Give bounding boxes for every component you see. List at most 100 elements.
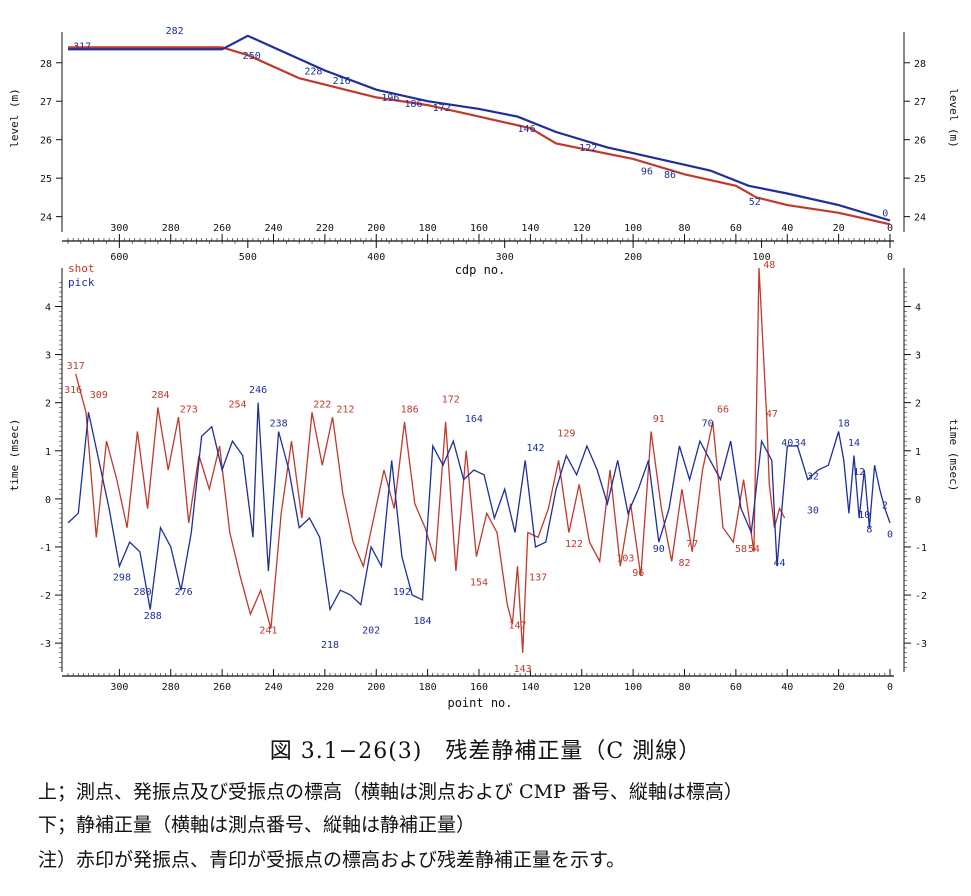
series-shot-line bbox=[75, 267, 786, 653]
point-tick-label: 40 bbox=[781, 223, 793, 234]
static-point-label: 288 bbox=[144, 611, 162, 622]
elevation-point-label: 186 bbox=[405, 99, 423, 110]
time-y-axis-label-right: time (msec) bbox=[947, 419, 960, 492]
static-point-label: 30 bbox=[807, 505, 819, 516]
time-y-tick-label-right: 1 bbox=[915, 447, 921, 458]
time-y-tick-label-right: -2 bbox=[915, 591, 927, 602]
time-y-tick-label-right: 2 bbox=[915, 399, 921, 410]
static-point-label: 143 bbox=[514, 664, 532, 675]
point-tick-label: 0 bbox=[887, 223, 893, 234]
time-y-tick-label: -3 bbox=[39, 639, 51, 650]
cdp-tick-label: 400 bbox=[367, 252, 385, 263]
point-tick-label: 140 bbox=[521, 223, 539, 234]
point-axis-tick-label: 220 bbox=[316, 682, 334, 693]
point-tick-label: 240 bbox=[264, 223, 282, 234]
static-point-label: 14 bbox=[848, 438, 860, 449]
series-pick-line bbox=[67, 402, 891, 612]
static-point-label: 34 bbox=[794, 438, 806, 449]
static-point-label: 0 bbox=[887, 529, 893, 540]
static-point-label: 54 bbox=[748, 544, 760, 555]
static-point-label: 96 bbox=[632, 568, 644, 579]
static-point-label: 58 bbox=[735, 544, 747, 555]
caption-note-upper: 上；測点、発振点及び受振点の標高（横軸は測点および CMP 番号、縦軸は標高） bbox=[38, 781, 743, 803]
time-y-tick-label: -2 bbox=[39, 591, 51, 602]
point-axis-tick-label: 260 bbox=[213, 682, 231, 693]
figure-caption-title: 図 3.1−26(3) 残差静補正量（C 測線） bbox=[269, 739, 702, 764]
time-y-tick-label-right: 0 bbox=[915, 495, 921, 506]
elevation-y-tick-label-right: 27 bbox=[914, 97, 926, 108]
legend-shot: shot bbox=[68, 262, 95, 275]
elevation-point-label: 172 bbox=[433, 103, 451, 114]
static-point-label: 70 bbox=[702, 419, 714, 430]
point-axis-tick-label: 0 bbox=[887, 682, 893, 693]
cdp-tick-label: 0 bbox=[887, 252, 893, 263]
static-point-label: 218 bbox=[321, 640, 339, 651]
static-point-label: 186 bbox=[401, 404, 419, 415]
static-point-label: 91 bbox=[653, 414, 665, 425]
time-y-tick-label: -1 bbox=[39, 543, 51, 554]
point-tick-label: 60 bbox=[730, 223, 742, 234]
cdp-tick-label: 600 bbox=[110, 252, 128, 263]
elevation-y-tick-label-right: 25 bbox=[914, 174, 926, 185]
static-point-label: 66 bbox=[717, 404, 729, 415]
elevation-point-label: 146 bbox=[518, 124, 536, 135]
static-point-label: 44 bbox=[774, 558, 786, 569]
time-y-tick-label-right: -1 bbox=[915, 543, 927, 554]
static-point-label: 246 bbox=[249, 385, 267, 396]
time-y-axis-label-left: time (msec) bbox=[8, 419, 21, 492]
static-point-label: 280 bbox=[133, 587, 151, 598]
point-axis-tick-label: 180 bbox=[419, 682, 437, 693]
caption-note-lower: 下；静補正量（横軸は測点番号、縦軸は静補正量） bbox=[38, 814, 476, 836]
static-point-label: 316 bbox=[64, 385, 82, 396]
static-point-label: 276 bbox=[175, 587, 193, 598]
static-point-label: 47 bbox=[766, 409, 778, 420]
cdp-tick-label: 100 bbox=[753, 252, 771, 263]
point-tick-label: 300 bbox=[110, 223, 128, 234]
static-point-label: 202 bbox=[362, 626, 380, 637]
elevation-y-tick-label-right: 26 bbox=[914, 136, 926, 147]
static-point-label: 40 bbox=[781, 438, 793, 449]
point-tick-label: 280 bbox=[162, 223, 180, 234]
point-axis-tick-label: 280 bbox=[162, 682, 180, 693]
elevation-y-axis-label-left: level (m) bbox=[8, 88, 21, 148]
point-axis-tick-label: 40 bbox=[781, 682, 793, 693]
static-point-label: 172 bbox=[442, 395, 460, 406]
elevation-point-label: 250 bbox=[243, 51, 261, 62]
elevation-y-tick-label: 26 bbox=[40, 136, 52, 147]
static-point-label: 32 bbox=[807, 472, 819, 483]
point-tick-label: 20 bbox=[833, 223, 845, 234]
legend-pick: pick bbox=[68, 276, 95, 289]
point-axis-tick-label: 160 bbox=[470, 682, 488, 693]
static-point-label: 129 bbox=[557, 428, 575, 439]
point-tick-label: 200 bbox=[367, 223, 385, 234]
point-axis-tick-label: 60 bbox=[730, 682, 742, 693]
static-point-label: 18 bbox=[838, 419, 850, 430]
point-tick-label: 180 bbox=[419, 223, 437, 234]
point-axis-tick-label: 80 bbox=[678, 682, 690, 693]
static-point-label: 273 bbox=[180, 404, 198, 415]
point-axis-tick-label: 100 bbox=[624, 682, 642, 693]
elevation-point-label: 52 bbox=[749, 197, 761, 208]
static-point-label: 309 bbox=[90, 390, 108, 401]
elevation-y-tick-label: 25 bbox=[40, 174, 52, 185]
static-point-label: 154 bbox=[470, 577, 488, 588]
static-point-label: 298 bbox=[113, 573, 131, 584]
static-point-label: 137 bbox=[529, 573, 547, 584]
elevation-y-axis-label-right: level (m) bbox=[947, 88, 960, 148]
elevation-series-red bbox=[68, 46, 891, 226]
elevation-y-tick-label-right: 28 bbox=[914, 59, 926, 70]
static-point-label: 48 bbox=[763, 260, 775, 271]
static-point-label: 10 bbox=[858, 510, 870, 521]
static-point-label: 284 bbox=[151, 390, 169, 401]
elevation-point-label: 282 bbox=[166, 26, 184, 37]
point-axis-label: point no. bbox=[447, 696, 512, 710]
caption-note-remark: 注）赤印が発振点、青印が受振点の標高および残差静補正量を示す。 bbox=[38, 849, 626, 871]
time-y-tick-label-right: 3 bbox=[915, 351, 921, 362]
point-tick-label: 260 bbox=[213, 223, 231, 234]
cdp-axis-label: cdp no. bbox=[455, 263, 506, 277]
static-point-label: 222 bbox=[313, 399, 331, 410]
elevation-point-label: 196 bbox=[381, 93, 399, 104]
elevation-y-tick-label: 27 bbox=[40, 97, 52, 108]
static-point-label: 103 bbox=[616, 553, 634, 564]
